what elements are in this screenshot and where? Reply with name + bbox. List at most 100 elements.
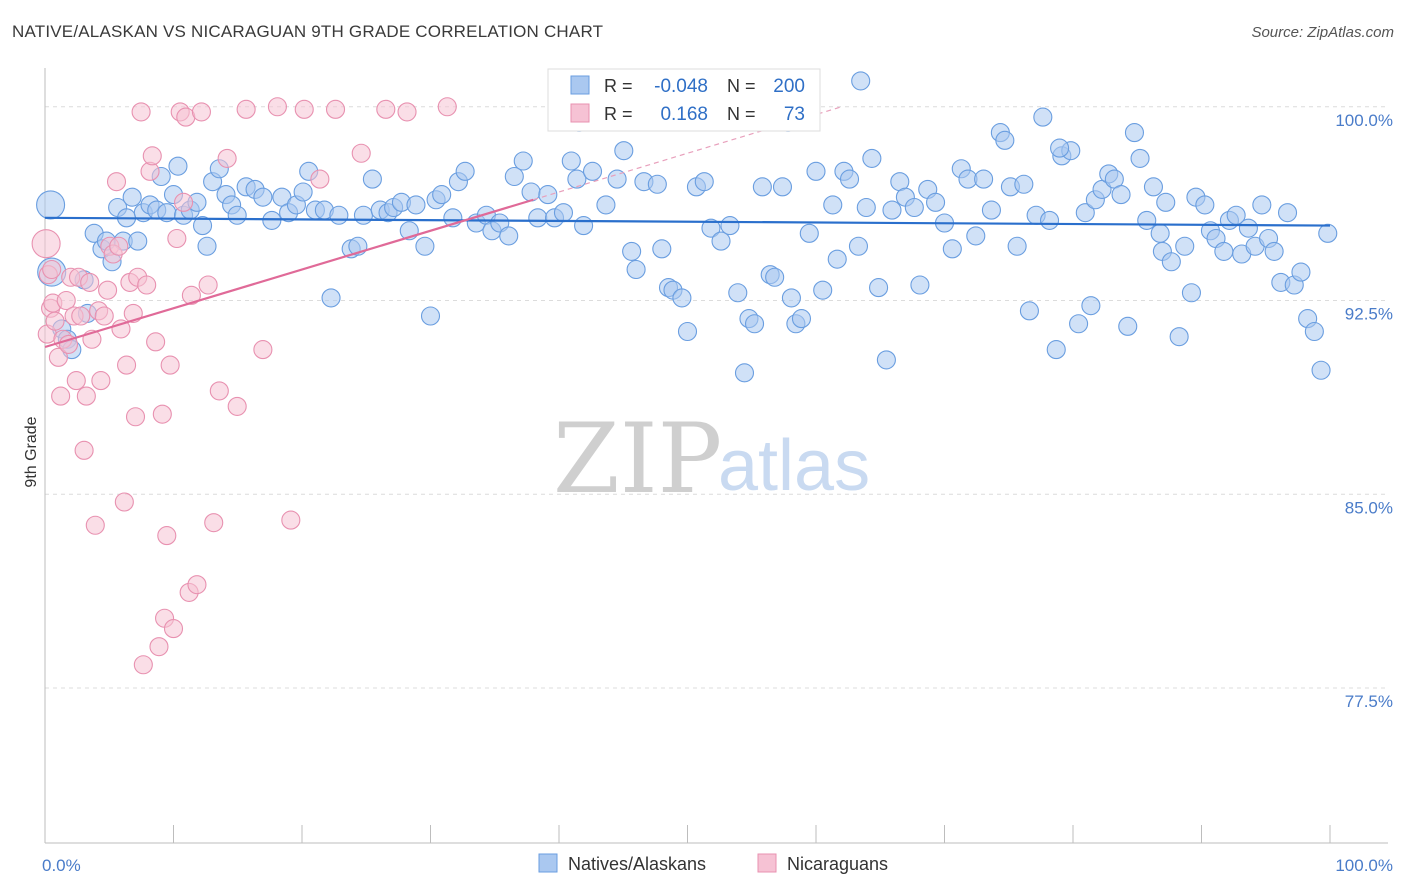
natives-point-68 (504, 166, 524, 187)
stats-legend-box (547, 68, 821, 132)
nicaraguans-point-14 (66, 371, 86, 391)
natives-point-106 (791, 309, 812, 329)
nicaraguans-point-47 (160, 355, 180, 375)
nicaraguans-point-16 (71, 306, 91, 326)
nicaraguans-point-0 (31, 229, 61, 259)
nicaraguans-point-8 (51, 386, 71, 406)
nicaraguans-point-6 (45, 311, 65, 331)
legend-r-value-nicaraguans: 0.168 (660, 104, 708, 125)
x-tick-label-1: 100.0% (1335, 856, 1393, 875)
nicaraguans-point-23 (91, 371, 111, 391)
nicaraguans-point-71 (397, 102, 417, 122)
nicaraguans-point-25 (98, 280, 118, 300)
natives-point-113 (839, 169, 860, 189)
natives-point-96 (728, 283, 748, 303)
natives-point-74 (553, 203, 574, 223)
natives-point-130 (966, 226, 986, 246)
nicaraguans-point-61 (227, 396, 247, 416)
nicaraguans-point-68 (325, 99, 346, 119)
legend-n-label-nicaraguans: N = (727, 104, 756, 124)
nicaraguans-point-21 (85, 515, 105, 535)
natives-point-104 (781, 288, 801, 308)
source-label: Source: ZipAtlas.com (1251, 24, 1394, 41)
nicaraguans-point-59 (209, 381, 229, 401)
watermark-zip: ZIP (553, 403, 722, 515)
legend-n-value-natives: 200 (773, 76, 805, 97)
natives-point-94 (711, 231, 731, 251)
natives-point-117 (869, 278, 889, 298)
natives-point-183 (1304, 321, 1324, 342)
natives-point-166 (1195, 195, 1215, 215)
nicaraguans-point-69 (351, 143, 371, 163)
nicaraguans-point-32 (117, 355, 137, 375)
natives-point-45 (329, 205, 349, 225)
nicaraguans-point-38 (133, 655, 153, 675)
nicaraguans-point-65 (281, 510, 301, 530)
natives-point-44 (321, 288, 341, 308)
nicaraguans-point-49 (167, 228, 187, 249)
natives-point-131 (974, 169, 994, 189)
natives-point-123 (910, 275, 930, 295)
nicaraguans-point-29 (109, 236, 129, 256)
nicaraguans-point-66 (294, 99, 314, 119)
nicaraguans-point-24 (94, 306, 114, 326)
natives-point-169 (1214, 241, 1234, 261)
stats-legend: R = -0.048 N = 200 R = 0.168 N = 73 (547, 68, 821, 132)
natives-point-62 (455, 161, 475, 181)
nicaraguans-point-39 (137, 275, 157, 295)
watermark: ZIP atlas (553, 403, 870, 515)
natives-point-102 (765, 267, 785, 287)
natives-point-114 (848, 236, 869, 256)
natives-point-145 (1069, 314, 1089, 334)
natives-point-35 (253, 187, 273, 207)
natives-point-81 (614, 141, 634, 161)
nicaraguans-point-37 (131, 102, 151, 122)
natives-point-134 (995, 130, 1015, 150)
natives-point-152 (1111, 185, 1131, 205)
y-axis-label: 9th Grade (23, 416, 40, 487)
natives-point-118 (876, 350, 896, 370)
natives-point-15 (128, 231, 148, 251)
y-tick-label-3: 77.5% (1345, 692, 1393, 711)
natives-point-27 (197, 236, 217, 256)
nicaraguans-point-46 (157, 526, 177, 546)
nicaraguans-point-55 (187, 575, 207, 595)
natives-point-55 (406, 195, 426, 215)
nicaraguans-point-54 (181, 285, 201, 305)
natives-point-160 (1156, 192, 1176, 212)
natives-point-137 (1014, 174, 1034, 194)
natives-point-67 (499, 226, 519, 246)
natives-point-125 (926, 192, 946, 212)
nicaraguans-point-35 (125, 407, 146, 427)
natives-point-185 (1318, 223, 1338, 243)
natives-point-154 (1124, 123, 1145, 143)
nicaraguans-point-11 (58, 334, 79, 354)
natives-point-156 (1137, 210, 1157, 230)
natives-point-59 (432, 185, 452, 205)
natives-point-0 (36, 190, 66, 220)
natives-point-181 (1291, 262, 1311, 282)
natives-point-158 (1150, 223, 1170, 243)
nicaraguans-point-42 (146, 332, 166, 352)
nicaraguans-point-19 (80, 272, 100, 292)
natives-point-161 (1161, 252, 1181, 272)
legend-r-label-natives: R = (604, 76, 633, 96)
series-nicaraguans (31, 97, 457, 675)
nicaraguans-point-31 (114, 492, 134, 512)
nicaraguans-point-7 (48, 347, 68, 367)
natives-point-72 (538, 185, 558, 205)
nicaraguans-point-56 (191, 102, 211, 122)
legend-item-natives-label: Natives/Alaskans (568, 854, 706, 874)
natives-point-146 (1075, 203, 1095, 223)
nicaraguans-point-63 (253, 340, 273, 360)
natives-point-111 (827, 249, 847, 269)
natives-point-85 (647, 174, 667, 194)
natives-point-155 (1130, 148, 1150, 168)
natives-point-56 (415, 236, 435, 256)
natives-point-136 (1007, 236, 1027, 256)
natives-point-79 (596, 195, 616, 215)
natives-point-153 (1118, 316, 1138, 336)
watermark-atlas: atlas (718, 426, 870, 506)
legend-swatch-natives (570, 75, 590, 95)
nicaraguans-point-18 (76, 386, 96, 406)
